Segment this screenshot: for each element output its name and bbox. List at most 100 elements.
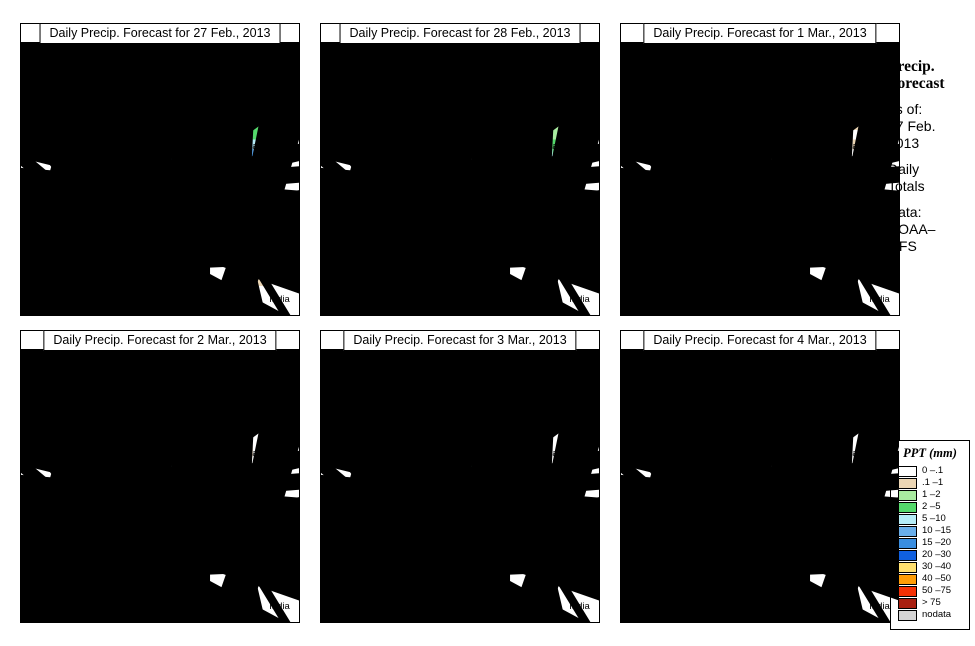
- legend-swatch: [898, 513, 917, 525]
- country-label-kazakhstan: Kazakhstan: [150, 56, 201, 68]
- country-label-pakistan: Pakistan: [141, 590, 179, 602]
- country-borders: [621, 349, 899, 622]
- country-label-kyrgyzstan: Kyrgyzstan: [532, 382, 580, 394]
- legend-entry: 2 –5: [891, 501, 969, 513]
- country-label-iran: Iran: [333, 293, 351, 305]
- country-label-kyrgyzstan: Kyrgyzstan: [232, 382, 280, 394]
- legend-label: nodata: [922, 609, 952, 620]
- country-label-kazakhstan: Kazakhstan: [750, 56, 801, 68]
- legend-entry: 5 –10: [891, 513, 969, 525]
- country-label-kazakhstan: Kazakhstan: [450, 56, 501, 68]
- country-borders: [21, 42, 299, 315]
- legend-swatch: [898, 537, 917, 549]
- country-label-pakistan: Pakistan: [141, 283, 179, 295]
- map-area[interactable]: Uzbekistan Kazakhstan Kyrgyzstan China Tajik…: [321, 349, 599, 622]
- country-label-kazakhstan: Kazakhstan: [150, 363, 201, 375]
- legend-label: 50 –75: [922, 585, 952, 596]
- country-label-uzbekistan: Uzbekistan: [65, 372, 113, 384]
- legend-label: .1 –1: [922, 477, 944, 488]
- country-label-tajikistan: Tajikistan: [823, 448, 863, 460]
- panel-title: Daily Precip. Forecast for 4 Mar., 2013: [643, 330, 877, 351]
- country-label-iran: Iran: [33, 600, 51, 612]
- legend-swatch: [898, 549, 917, 561]
- country-label-turkmenistan: Turkmenistan: [346, 444, 404, 456]
- legend-entry: 0 –.1: [891, 465, 969, 477]
- legend-label: 15 –20: [922, 537, 952, 548]
- map-panel-2[interactable]: Uzbekistan Kazakhstan Kyrgyzstan China Tajik…: [320, 23, 600, 316]
- panel-title: Daily Precip. Forecast for 1 Mar., 2013: [643, 23, 877, 44]
- side-product-line2: Totals: [888, 178, 925, 194]
- country-label-india: India: [569, 600, 590, 612]
- country-label-china: China: [265, 424, 291, 436]
- panel-title: Daily Precip. Forecast for 27 Feb., 2013: [39, 23, 281, 44]
- side-title-line2: Forecast: [888, 75, 945, 92]
- country-label-china: China: [565, 117, 591, 129]
- legend-label: 5 –10: [922, 513, 946, 524]
- map-panel-5[interactable]: Uzbekistan Kazakhstan Kyrgyzstan China Tajik…: [320, 330, 600, 623]
- panel-frame: Uzbekistan Kazakhstan Kyrgyzstan China Tajik…: [20, 23, 300, 316]
- country-borders: [621, 42, 899, 315]
- legend-label: > 75: [922, 597, 941, 608]
- legend-label: 2 –5: [922, 501, 941, 512]
- country-label-india: India: [269, 293, 290, 305]
- country-label-afghanistan: Afghanistan: [397, 509, 448, 521]
- map-area[interactable]: Uzbekistan Kazakhstan Kyrgyzstan China Tajik…: [621, 349, 899, 622]
- legend-entry: 15 –20: [891, 537, 969, 549]
- legend-label: 30 –40: [922, 561, 952, 572]
- country-label-pakistan: Pakistan: [741, 283, 779, 295]
- map-area[interactable]: Uzbekistan Kazakhstan Kyrgyzstan China Tajik…: [621, 42, 899, 315]
- panel-title: Daily Precip. Forecast for 2 Mar., 2013: [43, 330, 277, 351]
- legend-swatch: [898, 489, 917, 501]
- country-label-tajikistan: Tajikistan: [223, 448, 263, 460]
- country-label-pakistan: Pakistan: [741, 590, 779, 602]
- legend-swatch: [898, 477, 917, 489]
- map-panel-1[interactable]: Uzbekistan Kazakhstan Kyrgyzstan China Tajik…: [20, 23, 300, 316]
- country-label-turkmenistan: Turkmenistan: [646, 137, 704, 149]
- side-title-line1: Precip.: [888, 58, 935, 75]
- map-panel-3[interactable]: Uzbekistan Kazakhstan Kyrgyzstan China Tajik…: [620, 23, 900, 316]
- side-data-line1: Data:: [888, 204, 922, 220]
- map-panel-4[interactable]: Uzbekistan Kazakhstan Kyrgyzstan China Tajik…: [20, 330, 300, 623]
- legend-entry: .1 –1: [891, 477, 969, 489]
- panel-frame: Uzbekistan Kazakhstan Kyrgyzstan China Tajik…: [620, 23, 900, 316]
- legend-swatch: [898, 465, 917, 477]
- map-area[interactable]: Uzbekistan Kazakhstan Kyrgyzstan China Tajik…: [321, 42, 599, 315]
- map-area[interactable]: Uzbekistan Kazakhstan Kyrgyzstan China Tajik…: [21, 42, 299, 315]
- panel-frame: Uzbekistan Kazakhstan Kyrgyzstan China Tajik…: [320, 330, 600, 623]
- country-label-iran: Iran: [333, 600, 351, 612]
- legend-rows: 0 –.1.1 –1 1 –2 2 –5 5 –10 10 –15 15 –20 20 –3…: [891, 465, 969, 621]
- map-panel-6[interactable]: Uzbekistan Kazakhstan Kyrgyzstan China Tajik…: [620, 330, 900, 623]
- country-label-pakistan: Pakistan: [441, 590, 479, 602]
- country-label-india: India: [869, 293, 890, 305]
- side-data-line2: NOAA–: [888, 221, 936, 237]
- country-label-uzbekistan: Uzbekistan: [365, 65, 413, 77]
- legend-swatch: [898, 597, 917, 609]
- country-label-china: China: [565, 424, 591, 436]
- legend-entry: 10 –15: [891, 525, 969, 537]
- legend-entry: 40 –50: [891, 573, 969, 585]
- country-label-kazakhstan: Kazakhstan: [750, 363, 801, 375]
- legend-swatch: [898, 573, 917, 585]
- country-label-kyrgyzstan: Kyrgyzstan: [532, 75, 580, 87]
- country-label-china: China: [865, 117, 891, 129]
- country-label-uzbekistan: Uzbekistan: [365, 372, 413, 384]
- panel-frame: Uzbekistan Kazakhstan Kyrgyzstan China Tajik…: [320, 23, 600, 316]
- country-label-uzbekistan: Uzbekistan: [665, 372, 713, 384]
- side-data-line3: GFS: [888, 238, 917, 254]
- country-label-turkmenistan: Turkmenistan: [46, 444, 104, 456]
- country-label-tajikistan: Tajikistan: [823, 141, 863, 153]
- country-label-kyrgyzstan: Kyrgyzstan: [232, 75, 280, 87]
- panel-title: Daily Precip. Forecast for 28 Feb., 2013: [339, 23, 581, 44]
- legend-entry: 1 –2: [891, 489, 969, 501]
- country-label-pakistan: Pakistan: [441, 283, 479, 295]
- country-label-turkmenistan: Turkmenistan: [346, 137, 404, 149]
- country-borders: [321, 42, 599, 315]
- legend-title: PPT (mm): [903, 446, 957, 460]
- country-label-afghanistan: Afghanistan: [697, 202, 748, 214]
- precipitation-legend: PPT (mm) 0 –.1.1 –1 1 –2 2 –5 5 –10 10 –15 15…: [890, 440, 970, 630]
- map-area[interactable]: Uzbekistan Kazakhstan Kyrgyzstan China Tajik…: [21, 349, 299, 622]
- legend-swatch: [898, 501, 917, 513]
- country-label-china: China: [865, 424, 891, 436]
- legend-label: 10 –15: [922, 525, 952, 536]
- legend-entry: nodata: [891, 609, 969, 621]
